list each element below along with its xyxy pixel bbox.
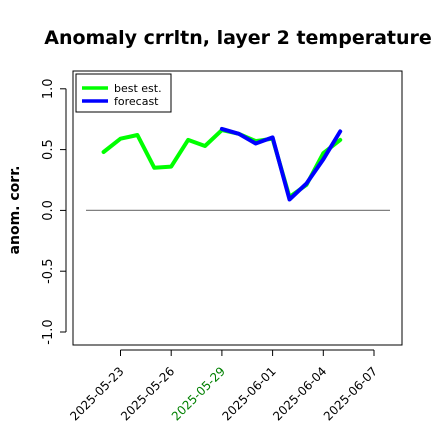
chart-title: Anomaly crrltn, layer 2 temperature — [44, 27, 432, 49]
y-tick-label: -1.0 — [41, 319, 56, 344]
legend-label-forecast: forecast — [114, 95, 159, 108]
y-axis-label: anom. corr. — [7, 166, 23, 255]
y-tick-label: -0.5 — [41, 259, 56, 284]
y-tick-label: 0.5 — [41, 139, 56, 160]
series-line-forecast — [219, 126, 343, 202]
x-axis: 2025-05-232025-05-262025-05-292025-06-01… — [67, 349, 380, 423]
legend-label-best-est: best est. — [114, 82, 162, 95]
legend: best est. forecast — [75, 73, 172, 113]
x-tick-label: 2025-06-07 — [321, 364, 380, 423]
plot-frame — [72, 70, 403, 346]
legend-box — [75, 73, 172, 113]
y-tick-label: 1.0 — [41, 78, 56, 99]
y-tick-label: 0.0 — [41, 200, 56, 221]
y-axis: -1.0 -0.5 0.0 0.5 1.0 — [41, 78, 67, 345]
series-layer — [101, 126, 343, 202]
